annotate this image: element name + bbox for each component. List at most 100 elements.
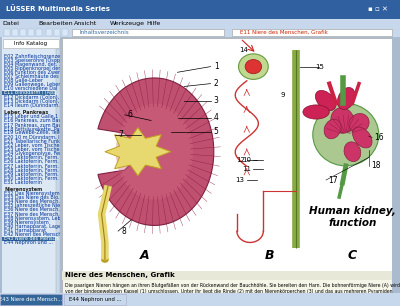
Bar [62, 29, 68, 36]
Text: E44 Nephron und ...: E44 Nephron und ... [4, 240, 53, 245]
Text: E38 Nierensystem, Leb.: E38 Nierensystem, Leb. [4, 216, 62, 221]
Text: E14 Ileum (Dünndarm...: E14 Ileum (Dünndarm... [4, 103, 63, 108]
Text: E09 Gallenwege, Leber.: E09 Gallenwege, Leber. [4, 82, 62, 87]
Polygon shape [98, 78, 214, 226]
Text: E18 Fettsäurekette, Pankr.: E18 Fettsäurekette, Pankr. [4, 126, 69, 131]
Text: C: C [348, 249, 357, 263]
Text: 5: 5 [214, 127, 219, 136]
Text: Inhaltsverzeichnis: Inhaltsverzeichnis [80, 30, 130, 35]
Text: E42 Nieren des Mensch.: E42 Nieren des Mensch. [4, 232, 63, 237]
Ellipse shape [303, 105, 329, 119]
Bar [46, 29, 52, 36]
Text: Leber, Pankreas: Leber, Pankreas [4, 110, 48, 115]
Text: Niere des Menschen, Grafik: Niere des Menschen, Grafik [65, 272, 174, 278]
Text: E22 Leber, vom Tische: E22 Leber, vom Tische [4, 143, 60, 148]
Text: E30 Laktoferrin, Ferm.: E30 Laktoferrin, Ferm. [4, 176, 59, 181]
Text: E20 10 m Dünndarm, Innere: E20 10 m Dünndarm, Innere [4, 135, 74, 140]
Circle shape [245, 60, 262, 74]
Text: 12: 12 [236, 157, 245, 163]
Text: 16: 16 [374, 133, 384, 142]
Text: 8: 8 [122, 227, 126, 236]
Text: E34 Niere des Mensch.: E34 Niere des Mensch. [4, 199, 60, 204]
Text: 3: 3 [214, 96, 219, 105]
Text: Datei: Datei [2, 21, 19, 26]
Ellipse shape [331, 108, 354, 133]
Ellipse shape [315, 91, 336, 110]
Text: E08 Galle-Leber: E08 Galle-Leber [4, 78, 43, 83]
Text: B: B [265, 249, 275, 263]
Bar [2, 237, 55, 241]
Text: 7: 7 [118, 130, 123, 139]
Text: A: A [140, 249, 149, 263]
Text: Bearbeiten: Bearbeiten [38, 21, 73, 26]
Text: Ansicht: Ansicht [74, 21, 97, 26]
Ellipse shape [352, 127, 372, 148]
Text: E29 Laktoferrin, Ferm.: E29 Laktoferrin, Ferm. [4, 171, 59, 177]
Bar [2, 91, 55, 95]
Text: E37 Niere des Mensch.: E37 Niere des Mensch. [4, 211, 60, 217]
Bar [72, 28, 224, 36]
Text: Nierensystem: Nierensystem [4, 187, 42, 192]
Text: E41 Harnapparat: E41 Harnapparat [4, 228, 46, 233]
Text: 6: 6 [128, 110, 133, 119]
Text: E12 Dickdarm (Colon), 2.: E12 Dickdarm (Colon), 2. [4, 95, 66, 99]
Text: E43 Niere des Mensch...: E43 Niere des Mensch... [0, 297, 62, 302]
Text: E11 Niere des Menschen, Grafik: E11 Niere des Menschen, Grafik [240, 30, 328, 35]
Text: E33 Das Niere des Blo.: E33 Das Niere des Blo. [4, 195, 60, 200]
Bar [56, 49, 60, 294]
Ellipse shape [313, 103, 379, 166]
Text: E35 Jahreszeitliche Nie.: E35 Jahreszeitliche Nie. [4, 203, 62, 208]
Text: E32 Das Nierensystem,: E32 Das Nierensystem, [4, 191, 62, 196]
Bar [0, 294, 62, 305]
Text: E16 Pankreas, zum Bau: E16 Pankreas, zum Bau [4, 118, 62, 123]
Text: ▪ ▫ ✕: ▪ ▫ ✕ [368, 6, 388, 12]
Text: E11 Blinddarm / (App.: E11 Blinddarm / (App. [4, 91, 58, 95]
Text: E31 Laktoferrin: E31 Laktoferrin [4, 180, 42, 185]
Polygon shape [105, 128, 171, 176]
Ellipse shape [349, 114, 369, 133]
Ellipse shape [116, 104, 193, 200]
Ellipse shape [324, 119, 341, 139]
Text: E03 Speiseröhre (Ösopha.: E03 Speiseröhre (Ösopha. [4, 57, 68, 63]
Text: E21 Tabellarische Funk.: E21 Tabellarische Funk. [4, 139, 62, 144]
Text: E27 Laktoferrin, Ferm.: E27 Laktoferrin, Ferm. [4, 163, 59, 168]
Text: E17 Pankreas, zum Bau: E17 Pankreas, zum Bau [4, 122, 62, 127]
Text: E07 Schleimhäute des Kör.: E07 Schleimhäute des Kör. [4, 74, 70, 79]
Text: Werkzeuge: Werkzeuge [110, 21, 145, 26]
Text: 4: 4 [214, 113, 219, 122]
Text: 1: 1 [214, 62, 218, 71]
Text: E04 Magenwand, det. 1: E04 Magenwand, det. 1 [4, 62, 62, 67]
Text: E05 Rippenknorpel der R.: E05 Rippenknorpel der R. [4, 66, 67, 71]
Text: E10 verschiedene Dal: E10 verschiedene Dal [4, 86, 58, 91]
Text: 11: 11 [242, 166, 251, 172]
Bar [62, 271, 392, 280]
Bar [232, 28, 392, 36]
Text: E43 Niere des Mensch.: E43 Niere des Mensch. [4, 236, 60, 241]
Text: E44 Nephron und ...: E44 Nephron und ... [69, 297, 121, 302]
Circle shape [101, 256, 109, 263]
Text: E19 Gewebe-Zelle, Teilung: E19 Gewebe-Zelle, Teilung [4, 130, 69, 136]
Text: E25 Laktoferrin, Ferm.: E25 Laktoferrin, Ferm. [4, 155, 59, 160]
Bar [4, 29, 10, 36]
Text: Hilfe: Hilfe [146, 21, 160, 26]
Text: E36 Niere des Mensch.: E36 Niere des Mensch. [4, 207, 60, 212]
Text: 13: 13 [236, 177, 245, 183]
Text: E15 Leber und Galle,1: E15 Leber und Galle,1 [4, 114, 58, 119]
Text: E39 Nierensystem: E39 Nierensystem [4, 220, 49, 225]
Text: E26 Laktoferrin, Ferm.: E26 Laktoferrin, Ferm. [4, 159, 59, 164]
Text: E23 Leber, vom Tische: E23 Leber, vom Tische [4, 147, 60, 152]
Text: 17: 17 [328, 176, 338, 185]
Text: LÜSSER Multimedia Series: LÜSSER Multimedia Series [6, 5, 110, 12]
Text: E06 Funktion des Zwerchf.: E06 Funktion des Zwerchf. [4, 70, 69, 75]
Bar [36, 29, 42, 36]
Text: E13 Dickdarm (Colon), 3.: E13 Dickdarm (Colon), 3. [4, 99, 66, 104]
Ellipse shape [338, 88, 355, 110]
Bar [54, 29, 60, 36]
Text: 2: 2 [214, 79, 218, 88]
Text: E28 Laktoferrin, Ferm.: E28 Laktoferrin, Ferm. [4, 167, 59, 172]
Ellipse shape [344, 142, 361, 162]
Bar [20, 29, 26, 36]
Text: 15: 15 [315, 64, 324, 69]
Circle shape [238, 54, 268, 79]
Bar [12, 29, 18, 36]
